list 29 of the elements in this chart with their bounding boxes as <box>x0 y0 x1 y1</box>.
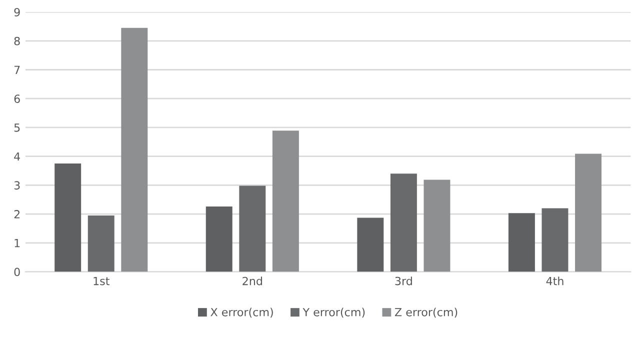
y-tick-label: 8 <box>14 36 20 46</box>
x-tick-label: 2nd <box>242 276 262 286</box>
bar <box>508 213 535 272</box>
bar <box>272 130 299 272</box>
legend-label: X error(cm) <box>210 308 273 318</box>
y-tick-label: 9 <box>14 8 20 16</box>
y-tick-label: 2 <box>14 210 20 218</box>
bar <box>54 164 82 272</box>
bar <box>542 208 568 272</box>
y-tick-label: 6 <box>14 94 20 103</box>
bar <box>424 180 450 272</box>
bar <box>357 218 384 272</box>
y-tick-label: 1 <box>14 239 20 248</box>
y-tick-label: 0 <box>14 268 20 276</box>
y-tick-label: 3 <box>14 181 20 190</box>
legend-label: Y error(cm) <box>302 308 365 318</box>
bar <box>390 174 417 272</box>
y-tick-label: 7 <box>14 66 20 74</box>
bar <box>121 28 148 272</box>
bar <box>206 206 232 272</box>
x-tick-label: 4th <box>546 276 564 286</box>
y-tick-label: 4 <box>14 152 20 161</box>
x-tick-label: 1st <box>94 276 110 286</box>
bar <box>239 186 266 272</box>
bar <box>575 154 602 272</box>
legend-label: Z error(cm) <box>394 308 458 318</box>
x-tick-label: 3rd <box>395 276 412 286</box>
bar <box>88 215 114 272</box>
y-tick-label: 5 <box>14 124 20 132</box>
